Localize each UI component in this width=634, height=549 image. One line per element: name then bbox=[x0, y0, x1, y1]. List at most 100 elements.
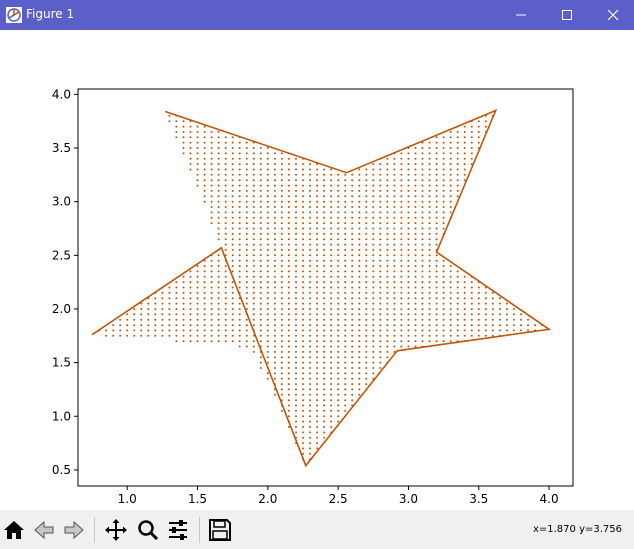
scatter-point bbox=[386, 173, 389, 176]
scatter-point bbox=[203, 340, 206, 343]
scatter-point bbox=[428, 340, 431, 343]
scatter-point bbox=[386, 254, 389, 257]
scatter-point bbox=[309, 329, 311, 332]
scatter-point bbox=[217, 173, 220, 176]
scatter-point bbox=[287, 334, 290, 337]
scatter-point bbox=[337, 308, 340, 310]
scatter-point bbox=[295, 227, 297, 230]
scatter-point bbox=[337, 275, 340, 278]
toolbar-separator bbox=[199, 517, 200, 543]
scatter-point bbox=[182, 152, 185, 155]
minimize-button[interactable] bbox=[498, 0, 544, 30]
scatter-point bbox=[238, 184, 241, 187]
scatter-point bbox=[238, 281, 241, 284]
scatter-point bbox=[210, 216, 213, 219]
scatter-point bbox=[245, 189, 248, 192]
scatter-point bbox=[330, 265, 333, 267]
scatter-point bbox=[259, 227, 262, 230]
scatter-point bbox=[456, 130, 459, 133]
scatter-point bbox=[428, 275, 431, 278]
scatter-point bbox=[344, 238, 347, 241]
scatter-point bbox=[442, 286, 445, 289]
scatter-point bbox=[358, 286, 361, 289]
scatter-point bbox=[393, 259, 396, 262]
scatter-point bbox=[442, 173, 445, 176]
scatter-point bbox=[365, 179, 368, 182]
scatter-point bbox=[287, 345, 290, 348]
scatter-point bbox=[273, 356, 276, 359]
scatter-point bbox=[323, 168, 326, 171]
scatter-point bbox=[351, 377, 354, 380]
scatter-point bbox=[273, 248, 276, 251]
scatter-point bbox=[259, 195, 262, 198]
scatter-point bbox=[280, 372, 283, 375]
scatter-point bbox=[351, 265, 354, 267]
scatter-point bbox=[344, 248, 347, 251]
scatter-point bbox=[365, 168, 368, 171]
scatter-point bbox=[372, 291, 375, 294]
scatter-point bbox=[393, 286, 396, 289]
forward-button[interactable] bbox=[60, 516, 88, 544]
scatter-point bbox=[302, 388, 304, 391]
scatter-point bbox=[302, 254, 304, 257]
scatter-point bbox=[456, 173, 459, 176]
scatter-point bbox=[224, 136, 227, 139]
scatter-point bbox=[273, 238, 276, 241]
scatter-point bbox=[365, 329, 368, 332]
maximize-button[interactable] bbox=[544, 0, 590, 30]
scatter-point bbox=[287, 409, 290, 412]
scatter-point bbox=[316, 297, 319, 300]
scatter-point bbox=[351, 189, 354, 192]
configure-subplots-button[interactable] bbox=[164, 516, 192, 544]
scatter-point bbox=[330, 329, 333, 332]
scatter-point bbox=[273, 254, 276, 257]
back-arrow-icon bbox=[34, 520, 54, 540]
scatter-point bbox=[280, 361, 283, 364]
scatter-point bbox=[428, 227, 431, 230]
scatter-point bbox=[126, 334, 129, 337]
scatter-point bbox=[323, 184, 326, 187]
scatter-point bbox=[252, 232, 255, 235]
scatter-point bbox=[442, 297, 445, 300]
scatter-point bbox=[266, 168, 269, 171]
scatter-point bbox=[210, 340, 213, 343]
scatter-point bbox=[182, 318, 185, 321]
scatter-point bbox=[316, 399, 319, 402]
scatter-point bbox=[470, 302, 473, 305]
back-button[interactable] bbox=[30, 516, 58, 544]
y-tick-label: 4.0 bbox=[52, 87, 71, 101]
pan-button[interactable] bbox=[102, 516, 130, 544]
scatter-point bbox=[365, 238, 368, 241]
save-button[interactable] bbox=[206, 516, 234, 544]
close-button[interactable] bbox=[590, 0, 634, 30]
scatter-point bbox=[154, 329, 157, 332]
scatter-point bbox=[463, 281, 466, 284]
scatter-point bbox=[393, 340, 396, 343]
scatter-point bbox=[273, 324, 276, 327]
figure-canvas[interactable]: 1.0 1.5 2.0 2.5 3.0 3.5 4.0 0.5 1.0 1.5 2.0 2.5 3.0… bbox=[0, 30, 634, 510]
scatter-point bbox=[365, 227, 368, 230]
scatter-point bbox=[287, 329, 290, 332]
home-button[interactable] bbox=[0, 516, 28, 544]
scatter-point bbox=[428, 152, 431, 155]
scatter-point bbox=[280, 206, 283, 208]
scatter-point bbox=[358, 238, 361, 241]
scatter-point bbox=[442, 147, 445, 149]
scatter-point bbox=[224, 147, 227, 149]
scatter-point bbox=[421, 227, 424, 230]
scatter-point bbox=[407, 329, 410, 332]
scatter-point bbox=[435, 189, 438, 192]
scatter-point bbox=[323, 189, 326, 192]
scatter-point bbox=[316, 420, 319, 423]
scatter-point bbox=[379, 206, 382, 208]
scatter-point bbox=[323, 281, 326, 284]
scatter-point bbox=[302, 383, 304, 386]
scatter-point bbox=[337, 318, 340, 321]
scatter-point bbox=[295, 286, 297, 289]
scatter-point bbox=[252, 350, 255, 353]
scatter-point bbox=[231, 329, 234, 332]
scatter-point bbox=[203, 179, 206, 182]
zoom-button[interactable] bbox=[134, 516, 162, 544]
scatter-point bbox=[154, 334, 157, 337]
scatter-point bbox=[393, 216, 396, 219]
